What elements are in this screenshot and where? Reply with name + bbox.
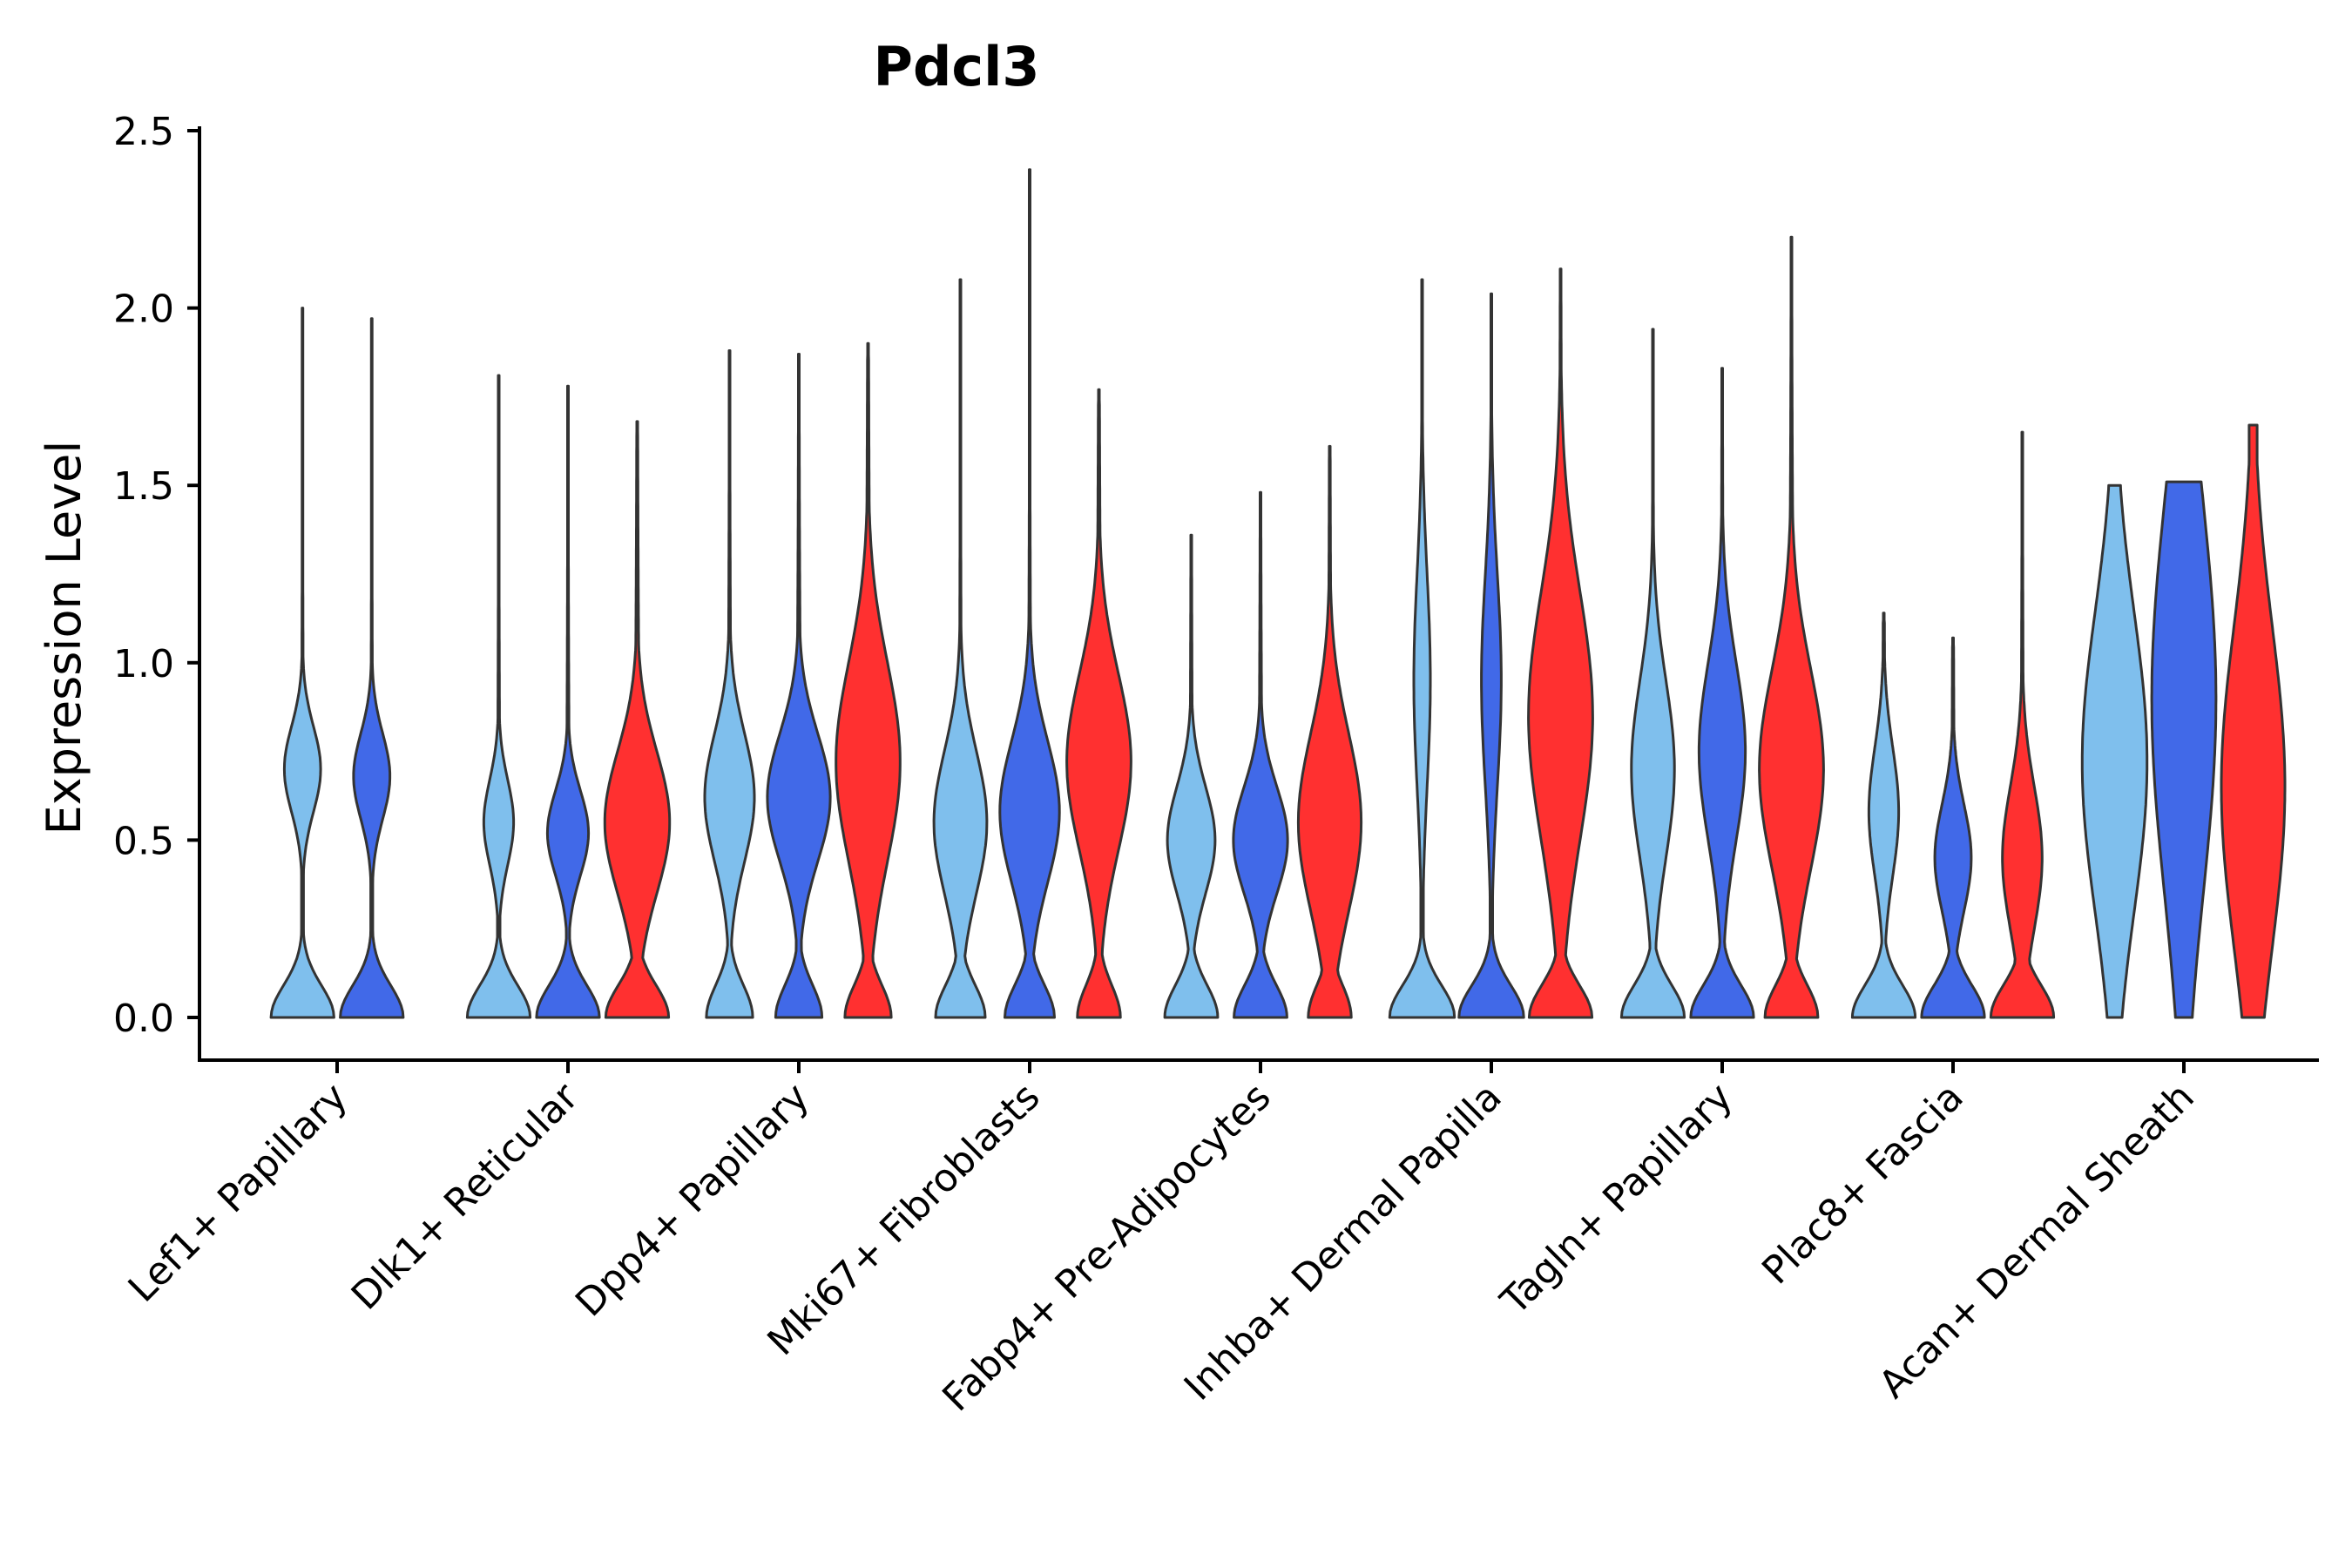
x-tick-label: Tagln+ Papillary	[1492, 1075, 1741, 1324]
violin-lef1-papillary-light-blue	[269, 307, 335, 1019]
violin-fabp4-pre-adipocytes-red	[1296, 444, 1363, 1019]
violin-plac8-fascia-blue	[1920, 636, 1986, 1019]
violin-mki67-fibroblasts-red	[1065, 388, 1132, 1019]
violin-dlk1-reticular-light-blue	[465, 374, 532, 1019]
violin-acan-dermal-sheath-light-blue	[2080, 483, 2149, 1019]
y-tick-label: 0.0	[113, 997, 174, 1041]
y-axis: 0.0 0.5 1.0 1.5 2.0 2.5	[113, 110, 201, 1060]
y-tick-label: 2.0	[113, 287, 174, 332]
x-tick-label: Dpp4+ Papillary	[567, 1075, 818, 1326]
x-tick-label: Plac8+ Fascia	[1754, 1075, 1972, 1294]
violin-acan-dermal-sheath-blue	[2150, 480, 2218, 1019]
violin-dlk1-reticular-blue	[535, 384, 601, 1019]
y-tick-label: 2.5	[113, 110, 174, 154]
violin-dpp4-papillary-blue	[766, 353, 832, 1019]
violin-dlk1-reticular-red	[603, 420, 672, 1019]
violin-inhba-dermal-papilla-red	[1527, 267, 1594, 1019]
x-tick-label: Dlk1+ Reticular	[343, 1074, 588, 1319]
y-tick-label: 0.5	[113, 819, 174, 863]
y-tick-label: 1.5	[113, 464, 174, 509]
violin-mki67-fibroblasts-light-blue	[932, 278, 989, 1019]
violin-inhba-dermal-papilla-light-blue	[1388, 278, 1456, 1019]
y-axis-label: Expression Level	[37, 441, 91, 835]
violin-dpp4-papillary-red	[835, 341, 902, 1019]
y-tick-label: 1.0	[113, 642, 174, 686]
violin-acan-dermal-sheath-red	[2220, 423, 2287, 1019]
violin-fabp4-pre-adipocytes-light-blue	[1163, 533, 1220, 1019]
violin-plac8-fascia-light-blue	[1850, 612, 1917, 1019]
violin-layer	[269, 168, 2287, 1019]
violin-tagln-papillary-light-blue	[1619, 328, 1686, 1019]
violin-inhba-dermal-papilla-blue	[1457, 292, 1525, 1019]
chart-title: Pdcl3	[874, 35, 1040, 98]
violin-tagln-papillary-blue	[1689, 367, 1755, 1019]
x-tick-label: Lef1+ Papillary	[120, 1075, 356, 1311]
violin-plac8-fascia-red	[1989, 430, 2056, 1019]
violin-mki67-fibroblasts-blue	[998, 168, 1061, 1019]
violin-fabp4-pre-adipocytes-blue	[1232, 490, 1289, 1019]
violin-lef1-papillary-blue	[339, 317, 405, 1019]
violin-dpp4-papillary-light-blue	[703, 349, 756, 1019]
violin-tagln-papillary-red	[1758, 235, 1825, 1019]
